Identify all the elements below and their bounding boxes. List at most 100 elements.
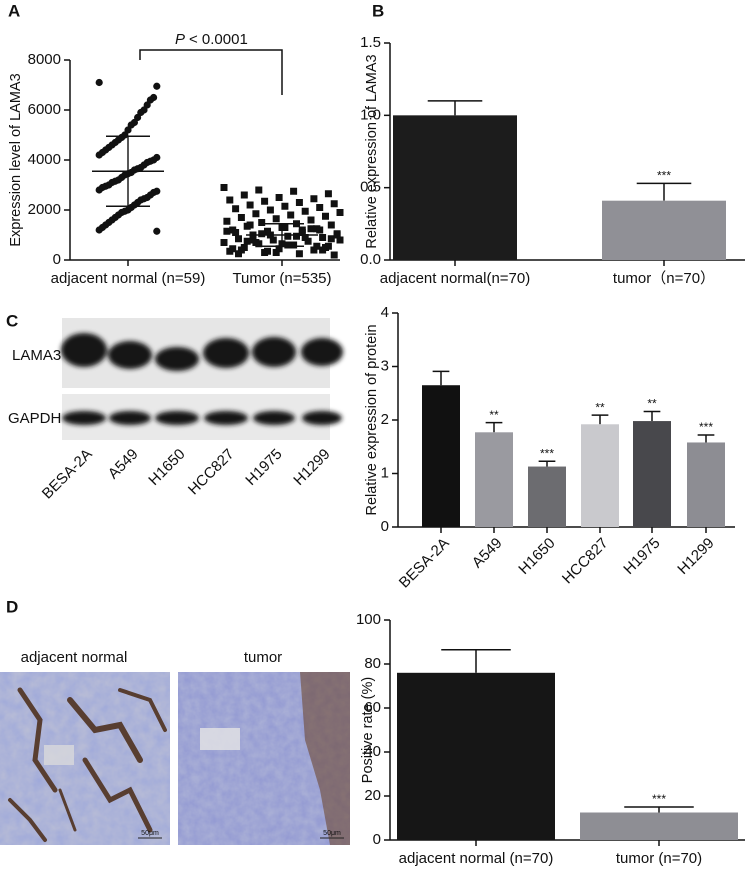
y-tick-label: 2 bbox=[381, 411, 389, 428]
data-point bbox=[261, 197, 269, 205]
data-point bbox=[304, 237, 312, 245]
data-point bbox=[307, 225, 315, 233]
data-point bbox=[281, 224, 289, 231]
x-tick-label: tumor（n=70） bbox=[613, 270, 715, 287]
significance-label: ** bbox=[489, 408, 499, 422]
blot-lane-label: BESA-2A bbox=[39, 446, 96, 503]
data-point bbox=[246, 201, 254, 209]
data-point bbox=[322, 212, 329, 220]
bar bbox=[580, 812, 738, 840]
y-tick-label: 0 bbox=[381, 518, 389, 535]
data-point bbox=[235, 250, 242, 258]
data-point bbox=[266, 206, 274, 214]
significance-label: *** bbox=[657, 168, 671, 182]
significance-label: ** bbox=[647, 397, 657, 411]
panel-label: C bbox=[6, 311, 18, 330]
y-tick-label: 1.0 bbox=[360, 106, 381, 123]
data-point bbox=[275, 194, 283, 201]
x-tick-label: HCC827 bbox=[559, 535, 612, 588]
data-point bbox=[246, 221, 254, 229]
data-point bbox=[301, 234, 309, 241]
data-point bbox=[223, 217, 231, 225]
data-point bbox=[330, 251, 338, 259]
y-tick-label: 3 bbox=[381, 357, 389, 374]
bar bbox=[687, 442, 725, 527]
y-axis-label: Positive rate (%) bbox=[360, 677, 376, 783]
data-point bbox=[95, 186, 103, 194]
y-tick-label: 1.5 bbox=[360, 34, 381, 51]
y-axis-label: Relative expression of LAMA3 bbox=[364, 54, 380, 248]
data-point bbox=[232, 229, 240, 236]
scale-bar-label: 50μm bbox=[141, 830, 159, 837]
significance-label: *** bbox=[540, 446, 554, 460]
y-tick-label: 60 bbox=[364, 699, 381, 716]
bar bbox=[581, 424, 619, 527]
x-tick-label: Tumor (n=535) bbox=[232, 270, 331, 287]
y-tick-label: 40 bbox=[364, 743, 381, 760]
x-tick-label: H1299 bbox=[674, 535, 717, 578]
x-tick-label: H1975 bbox=[620, 535, 663, 578]
y-tick-label: 1 bbox=[381, 464, 389, 481]
x-tick-label: adjacent normal (n=59) bbox=[51, 270, 206, 287]
significance-label: *** bbox=[699, 420, 713, 434]
bar bbox=[633, 421, 671, 527]
data-point bbox=[327, 221, 335, 229]
data-point bbox=[281, 202, 289, 210]
data-point bbox=[316, 204, 324, 211]
data-point bbox=[272, 215, 280, 223]
y-tick-label: 100 bbox=[356, 611, 381, 628]
data-point bbox=[237, 246, 245, 254]
data-point bbox=[95, 78, 103, 87]
blot-lane-label: H1650 bbox=[145, 446, 188, 489]
data-point bbox=[153, 227, 161, 235]
significance-bracket bbox=[139, 49, 283, 95]
data-point bbox=[243, 237, 251, 245]
data-point bbox=[316, 226, 324, 234]
data-point bbox=[284, 232, 292, 240]
data-point bbox=[269, 236, 277, 244]
data-point bbox=[229, 245, 237, 253]
annotation: P bbox=[175, 31, 185, 48]
significance-label: *** bbox=[652, 792, 666, 806]
data-point bbox=[220, 184, 228, 191]
panel-label: D bbox=[6, 597, 18, 616]
western-blot bbox=[61, 318, 343, 440]
data-point bbox=[310, 195, 318, 203]
bar bbox=[393, 115, 517, 260]
histology-image bbox=[0, 672, 170, 845]
y-tick-label: 0.5 bbox=[360, 179, 381, 196]
panel-label: B bbox=[372, 1, 384, 20]
data-point bbox=[235, 235, 242, 243]
data-point bbox=[255, 186, 263, 194]
image-label: tumor bbox=[244, 649, 282, 666]
data-point bbox=[284, 241, 292, 249]
x-tick-label: BESA-2A bbox=[396, 535, 453, 592]
blot-band-label: GAPDH bbox=[8, 410, 61, 427]
data-point bbox=[310, 246, 318, 254]
y-tick-label: 4 bbox=[381, 304, 389, 321]
panel-label: A bbox=[8, 1, 20, 20]
x-tick-label: adjacent normal (n=70) bbox=[399, 850, 554, 867]
blot-lane-label: HCC827 bbox=[185, 446, 238, 499]
data-point bbox=[237, 214, 245, 221]
bar bbox=[602, 200, 726, 260]
data-point bbox=[153, 82, 161, 90]
x-tick-label: H1650 bbox=[515, 535, 558, 578]
data-point bbox=[272, 249, 280, 256]
data-point bbox=[220, 239, 228, 246]
data-point bbox=[301, 207, 309, 215]
data-point bbox=[313, 242, 321, 250]
x-tick-label: tumor (n=70) bbox=[616, 850, 702, 867]
y-tick-label: 0.0 bbox=[360, 251, 381, 268]
y-tick-label: 2000 bbox=[28, 201, 61, 218]
data-point bbox=[295, 199, 303, 206]
x-tick-label: A549 bbox=[469, 535, 506, 572]
x-tick-label: adjacent normal(n=70) bbox=[380, 270, 531, 287]
y-axis-label: Expression level of LAMA3 bbox=[8, 73, 24, 246]
data-point bbox=[336, 209, 344, 216]
data-point bbox=[258, 219, 266, 226]
data-point bbox=[336, 236, 344, 244]
y-tick-label: 80 bbox=[364, 655, 381, 672]
annotation: < 0.0001 bbox=[189, 31, 248, 48]
